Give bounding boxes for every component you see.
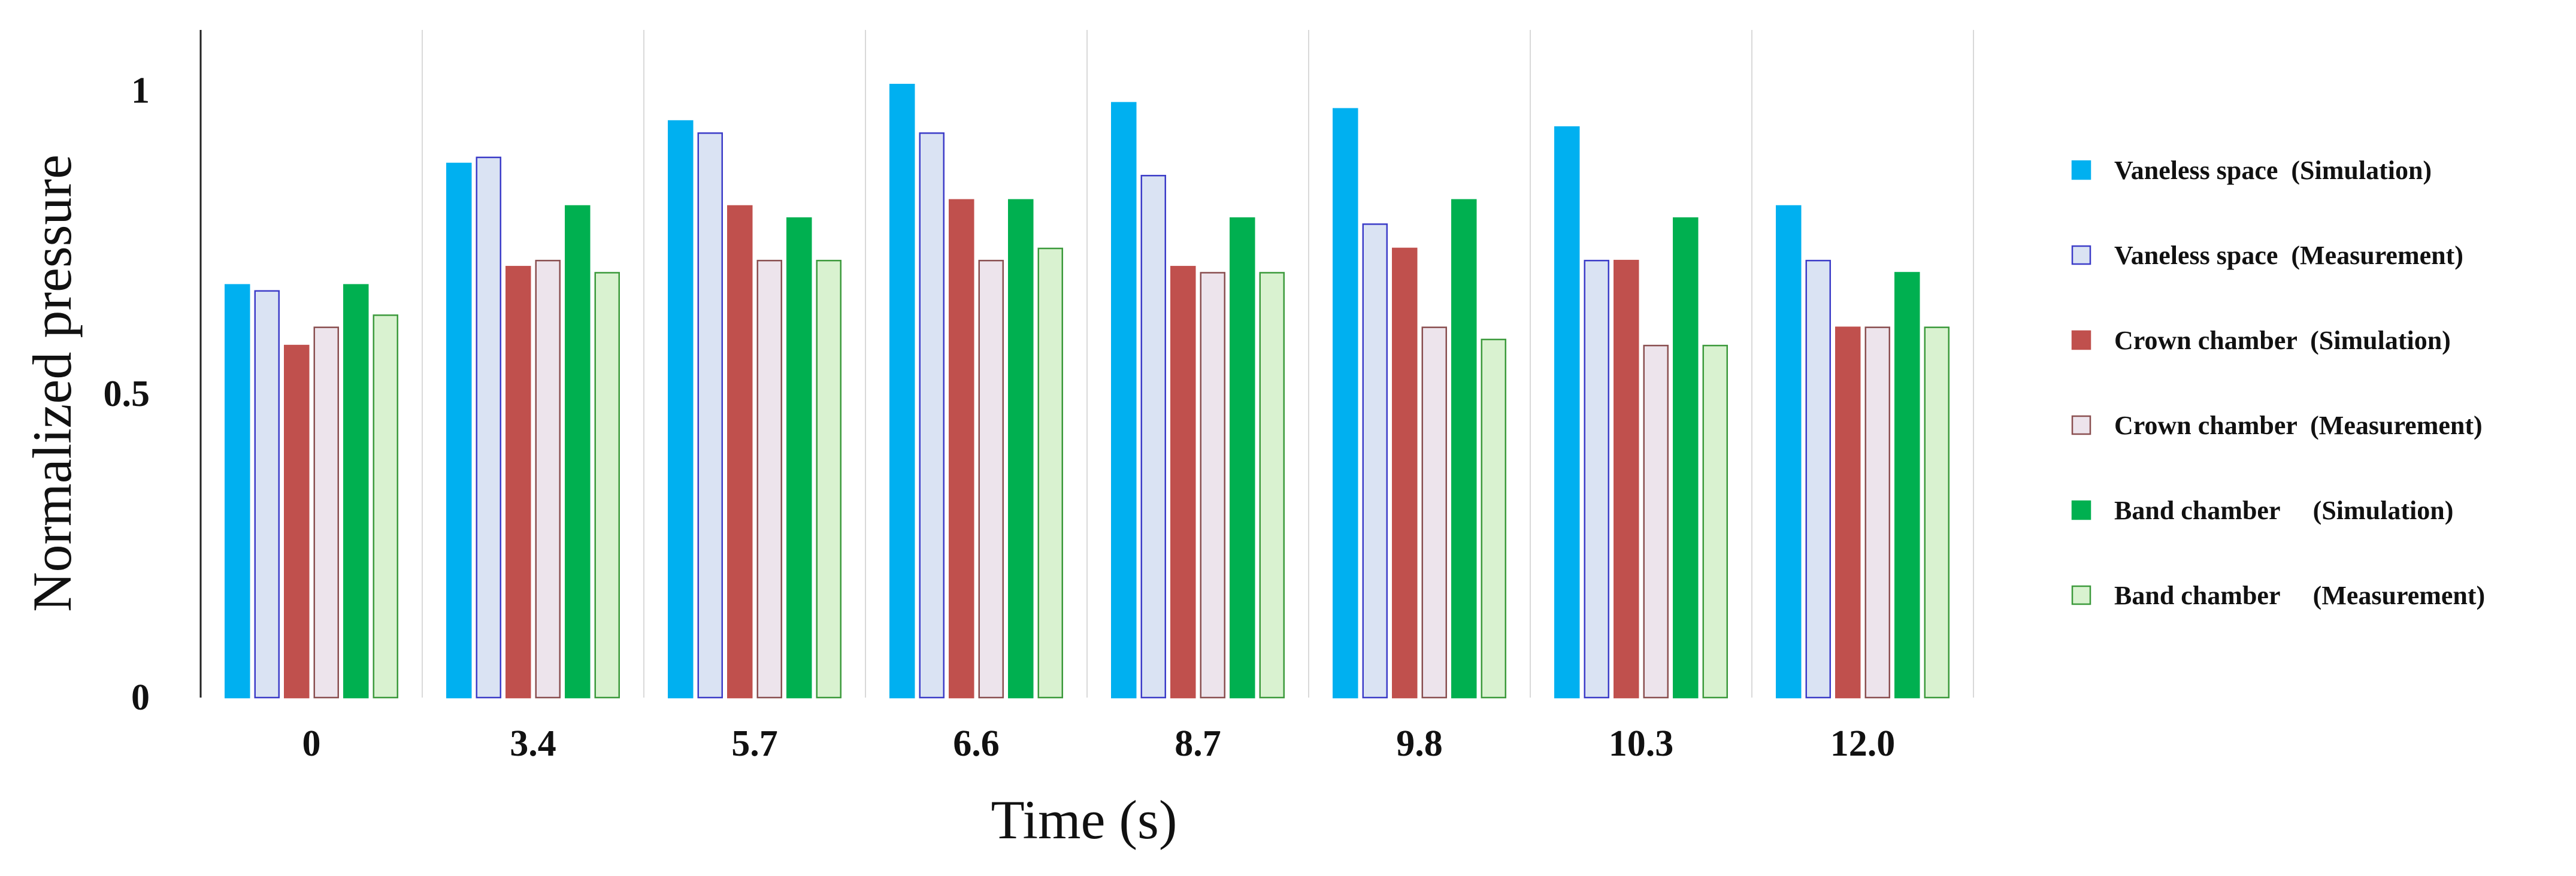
bar xyxy=(1008,199,1034,699)
bar xyxy=(1259,272,1285,699)
legend-entry-label: Crown chamber (Measurement) xyxy=(2114,411,2483,440)
legend-entry-label: Band chamber (Simulation) xyxy=(2114,496,2453,525)
bar xyxy=(1924,326,1950,699)
bar xyxy=(1805,259,1831,699)
bar xyxy=(697,132,723,699)
x-tick-label: 6.6 xyxy=(953,723,1000,764)
bars-group xyxy=(225,83,1950,699)
bar xyxy=(727,205,753,699)
bar xyxy=(1894,272,1920,699)
bar xyxy=(313,326,339,699)
bar xyxy=(1481,338,1506,699)
legend-entry-label: Crown chamber (Simulation) xyxy=(2114,326,2451,355)
bar xyxy=(565,205,591,699)
bar xyxy=(1200,272,1225,699)
bar xyxy=(1362,223,1388,699)
bar xyxy=(1421,326,1447,699)
bar xyxy=(786,217,812,699)
bar xyxy=(1111,102,1137,699)
x-tick-label: 5.7 xyxy=(731,723,778,764)
bar xyxy=(949,199,974,699)
legend: Vaneless space (Simulation) Vaneless spac… xyxy=(2071,156,2485,610)
x-tick-label: 9.8 xyxy=(1396,723,1443,764)
category-separators xyxy=(422,30,1974,698)
bar xyxy=(1037,247,1063,699)
legend-swatch xyxy=(2071,500,2091,520)
bar xyxy=(978,259,1004,699)
legend-entry-label: Band chamber (Measurement) xyxy=(2114,581,2485,610)
legend-swatch xyxy=(2071,415,2091,435)
bar xyxy=(1333,108,1358,699)
bar xyxy=(1170,266,1196,699)
bar xyxy=(1835,326,1861,699)
x-tick-label: 10.3 xyxy=(1609,723,1674,764)
bar xyxy=(343,284,369,699)
x-tick-labels: 0 3.4 5.7 6.6 8.7 9.8 10.3 12.0 xyxy=(302,723,1896,764)
x-axis-title: Time (s) xyxy=(991,789,1177,850)
bar xyxy=(1140,175,1166,699)
bar xyxy=(1776,205,1802,699)
legend-swatch xyxy=(2071,330,2091,350)
y-tick-label: 1 xyxy=(131,70,150,111)
bar xyxy=(254,290,280,699)
x-tick-label: 0 xyxy=(302,723,321,764)
bar xyxy=(535,259,561,699)
bar xyxy=(446,162,472,699)
bar xyxy=(1554,126,1580,699)
bar xyxy=(1230,217,1255,699)
bar xyxy=(1451,199,1477,699)
bar xyxy=(1702,344,1728,699)
bar xyxy=(1584,259,1609,699)
legend-swatch xyxy=(2071,245,2091,265)
y-tick-labels: 00.51 xyxy=(104,70,150,718)
bar xyxy=(505,266,531,699)
bar xyxy=(919,132,945,699)
x-tick-label: 3.4 xyxy=(510,723,556,764)
bar xyxy=(668,120,694,699)
bar xyxy=(1392,247,1418,699)
x-tick-label: 12.0 xyxy=(1830,723,1896,764)
bar xyxy=(373,314,398,699)
bar xyxy=(1864,326,1890,699)
y-tick-label: 0.5 xyxy=(104,374,150,414)
bar xyxy=(476,156,501,699)
y-tick-label: 0 xyxy=(131,677,150,718)
bar xyxy=(1643,344,1669,699)
bar xyxy=(594,272,620,699)
legend-swatch xyxy=(2071,585,2091,605)
y-axis-title: Normalized pressure xyxy=(22,154,83,612)
bar xyxy=(1673,217,1699,699)
bar xyxy=(284,344,310,699)
bar xyxy=(889,83,915,699)
bar xyxy=(756,259,782,699)
legend-entry-label: Vaneless space (Measurement) xyxy=(2114,241,2463,270)
bar xyxy=(816,259,841,699)
legend-swatch xyxy=(2071,160,2091,180)
bar xyxy=(1614,259,1639,699)
bar xyxy=(225,284,250,699)
legend-entry-label: Vaneless space (Simulation) xyxy=(2114,156,2432,185)
x-tick-label: 8.7 xyxy=(1175,723,1221,764)
